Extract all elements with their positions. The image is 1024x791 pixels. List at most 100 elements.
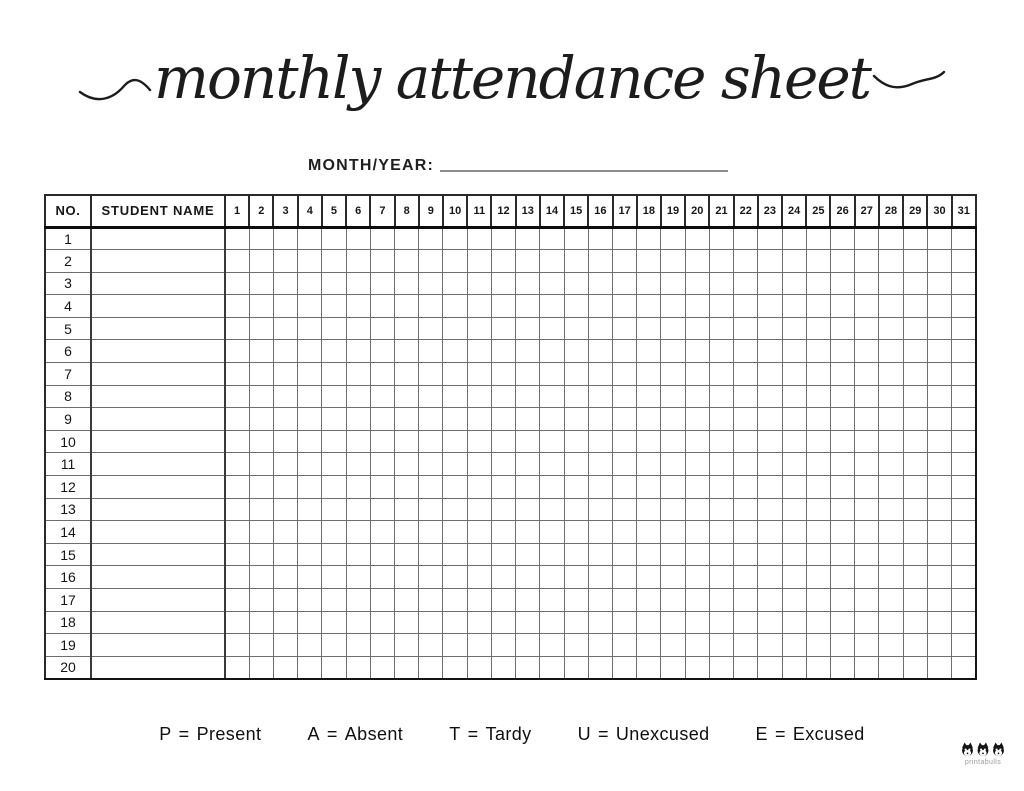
attendance-cell[interactable] — [272, 520, 299, 544]
attendance-cell[interactable] — [563, 655, 589, 680]
attendance-cell[interactable] — [490, 316, 517, 341]
attendance-cell[interactable] — [394, 520, 420, 544]
attendance-cell[interactable] — [321, 407, 347, 431]
student-name-cell[interactable] — [90, 610, 226, 635]
attendance-cell[interactable] — [321, 271, 347, 296]
attendance-cell[interactable] — [951, 294, 977, 318]
attendance-cell[interactable] — [394, 475, 420, 499]
attendance-cell[interactable] — [878, 271, 904, 296]
attendance-cell[interactable] — [660, 407, 686, 431]
attendance-cell[interactable] — [660, 610, 686, 635]
attendance-cell[interactable] — [757, 362, 783, 386]
attendance-cell[interactable] — [224, 249, 250, 273]
attendance-cell[interactable] — [805, 429, 831, 454]
attendance-cell[interactable] — [466, 610, 492, 635]
attendance-cell[interactable] — [781, 271, 807, 296]
attendance-cell[interactable] — [733, 407, 759, 431]
attendance-cell[interactable] — [878, 633, 904, 657]
attendance-cell[interactable] — [733, 475, 759, 499]
attendance-cell[interactable] — [587, 407, 614, 431]
attendance-cell[interactable] — [708, 429, 735, 454]
attendance-cell[interactable] — [611, 316, 638, 341]
attendance-cell[interactable] — [345, 362, 371, 386]
attendance-cell[interactable] — [902, 339, 928, 364]
attendance-cell[interactable] — [563, 384, 589, 409]
attendance-cell[interactable] — [854, 610, 880, 635]
attendance-cell[interactable] — [297, 316, 323, 341]
attendance-cell[interactable] — [369, 452, 396, 477]
attendance-cell[interactable] — [248, 452, 274, 477]
attendance-cell[interactable] — [805, 452, 831, 477]
attendance-cell[interactable] — [490, 475, 517, 499]
attendance-cell[interactable] — [926, 339, 953, 364]
attendance-cell[interactable] — [757, 316, 783, 341]
attendance-cell[interactable] — [224, 226, 250, 251]
attendance-cell[interactable] — [926, 384, 953, 409]
student-name-cell[interactable] — [90, 633, 226, 657]
attendance-cell[interactable] — [466, 520, 492, 544]
attendance-cell[interactable] — [418, 271, 444, 296]
attendance-cell[interactable] — [587, 271, 614, 296]
attendance-cell[interactable] — [321, 429, 347, 454]
attendance-cell[interactable] — [733, 294, 759, 318]
attendance-cell[interactable] — [805, 339, 831, 364]
attendance-cell[interactable] — [490, 294, 517, 318]
attendance-cell[interactable] — [442, 249, 468, 273]
attendance-cell[interactable] — [272, 655, 299, 680]
attendance-cell[interactable] — [369, 226, 396, 251]
attendance-cell[interactable] — [708, 520, 735, 544]
attendance-cell[interactable] — [466, 655, 492, 680]
attendance-cell[interactable] — [587, 520, 614, 544]
attendance-cell[interactable] — [684, 249, 710, 273]
attendance-cell[interactable] — [708, 271, 735, 296]
attendance-cell[interactable] — [757, 475, 783, 499]
attendance-cell[interactable] — [248, 362, 274, 386]
attendance-cell[interactable] — [757, 588, 783, 612]
attendance-cell[interactable] — [248, 316, 274, 341]
attendance-cell[interactable] — [539, 633, 565, 657]
attendance-cell[interactable] — [854, 588, 880, 612]
attendance-cell[interactable] — [515, 362, 541, 386]
attendance-cell[interactable] — [248, 520, 274, 544]
attendance-cell[interactable] — [854, 339, 880, 364]
attendance-cell[interactable] — [515, 610, 541, 635]
attendance-cell[interactable] — [781, 429, 807, 454]
attendance-cell[interactable] — [708, 475, 735, 499]
student-name-cell[interactable] — [90, 407, 226, 431]
attendance-cell[interactable] — [418, 339, 444, 364]
attendance-cell[interactable] — [466, 475, 492, 499]
attendance-cell[interactable] — [684, 520, 710, 544]
attendance-cell[interactable] — [248, 384, 274, 409]
attendance-cell[interactable] — [926, 633, 953, 657]
attendance-cell[interactable] — [539, 429, 565, 454]
attendance-cell[interactable] — [345, 316, 371, 341]
attendance-cell[interactable] — [805, 362, 831, 386]
attendance-cell[interactable] — [394, 452, 420, 477]
student-name-cell[interactable] — [90, 294, 226, 318]
attendance-cell[interactable] — [684, 226, 710, 251]
attendance-cell[interactable] — [660, 497, 686, 522]
attendance-cell[interactable] — [394, 294, 420, 318]
attendance-cell[interactable] — [345, 497, 371, 522]
attendance-cell[interactable] — [490, 249, 517, 273]
attendance-cell[interactable] — [829, 542, 856, 567]
attendance-cell[interactable] — [321, 316, 347, 341]
attendance-cell[interactable] — [902, 407, 928, 431]
attendance-cell[interactable] — [442, 294, 468, 318]
student-name-cell[interactable] — [90, 475, 226, 499]
attendance-cell[interactable] — [224, 655, 250, 680]
attendance-cell[interactable] — [394, 588, 420, 612]
attendance-cell[interactable] — [272, 542, 299, 567]
attendance-cell[interactable] — [757, 294, 783, 318]
attendance-cell[interactable] — [829, 249, 856, 273]
attendance-cell[interactable] — [878, 520, 904, 544]
attendance-cell[interactable] — [539, 452, 565, 477]
attendance-cell[interactable] — [587, 542, 614, 567]
attendance-cell[interactable] — [224, 407, 250, 431]
attendance-cell[interactable] — [394, 407, 420, 431]
attendance-cell[interactable] — [490, 497, 517, 522]
attendance-cell[interactable] — [660, 339, 686, 364]
attendance-cell[interactable] — [587, 362, 614, 386]
attendance-cell[interactable] — [321, 633, 347, 657]
attendance-cell[interactable] — [466, 542, 492, 567]
